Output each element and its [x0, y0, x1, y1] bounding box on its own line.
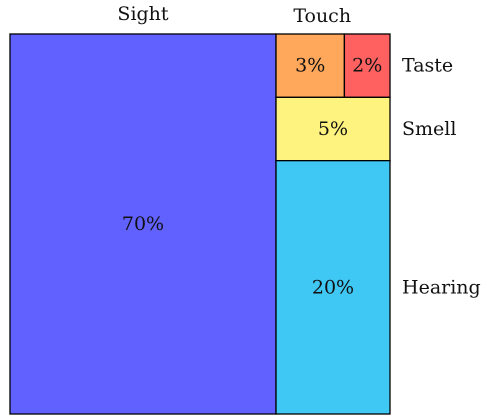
outer-label-smell: Smell [402, 118, 456, 140]
outer-label-touch: Touch [293, 5, 351, 27]
cell-label-touch: 3% [295, 55, 325, 77]
cell-label-taste: 2% [352, 55, 382, 77]
cell-touch [275, 33, 346, 98]
cell-label-smell: 5% [318, 118, 348, 140]
cell-labels-layer: 70% 3% 2% 5% 20% [122, 55, 382, 299]
outer-label-taste: Taste [402, 55, 453, 77]
cells-layer [9, 33, 391, 415]
cell-hearing [275, 160, 391, 415]
outer-labels-layer: Sight Touch Taste Smell Hearing [117, 3, 480, 298]
cell-sight [9, 33, 277, 415]
cell-smell [275, 96, 391, 162]
cell-label-hearing: 20% [312, 276, 354, 298]
outer-label-sight: Sight [117, 3, 168, 25]
outer-label-hearing: Hearing [402, 276, 481, 298]
cell-label-sight: 70% [122, 213, 164, 235]
